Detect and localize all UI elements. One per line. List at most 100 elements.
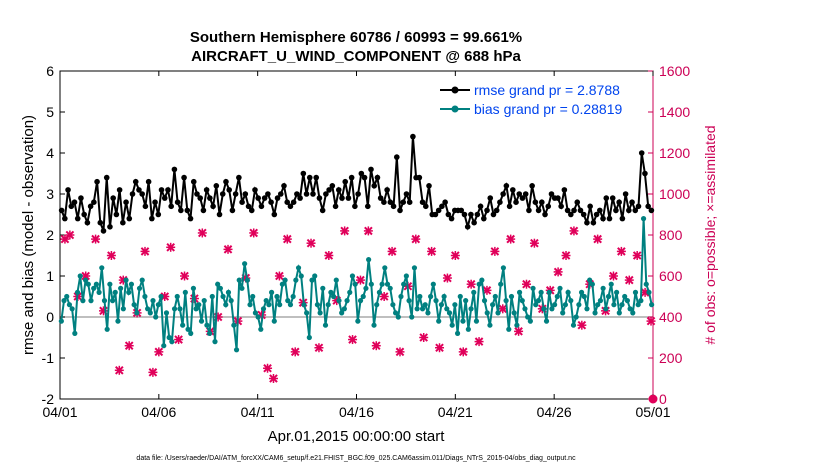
bias-point <box>134 310 140 316</box>
bias-point <box>93 281 99 287</box>
y-right-tick-label: 1200 <box>659 145 690 161</box>
rmse-point <box>194 191 200 197</box>
bias-point <box>646 289 652 295</box>
bias-point <box>624 298 630 304</box>
rmse-point <box>136 187 142 193</box>
rmse-point <box>203 187 210 193</box>
rmse-point <box>609 195 616 201</box>
bias-point <box>304 310 310 316</box>
rmse-point <box>252 187 258 193</box>
bias-point <box>83 277 89 283</box>
rmse-point <box>84 219 91 226</box>
obs-assimilated-marker <box>197 228 207 238</box>
bias-point <box>562 302 568 308</box>
bias-point <box>88 298 94 304</box>
rmse-point <box>468 211 474 218</box>
bias-point <box>538 289 544 295</box>
bias-point <box>608 281 614 287</box>
rmse-point <box>539 199 545 205</box>
rmse-point <box>126 215 133 222</box>
obs-assimilated-marker <box>348 335 358 345</box>
rmse-point <box>406 199 413 205</box>
obs-assimilated-marker <box>114 365 124 375</box>
rmse-point <box>506 203 513 210</box>
rmse-point <box>239 199 245 205</box>
rmse-point <box>513 199 519 205</box>
bias-point <box>392 310 399 316</box>
bias-point <box>419 306 426 312</box>
rmse-point <box>323 191 329 197</box>
rmse-point <box>120 219 126 226</box>
rmse-point <box>313 174 320 181</box>
rmse-point <box>464 224 471 230</box>
bias-point <box>597 298 604 304</box>
rmse-point <box>426 183 432 189</box>
bias-point <box>231 322 237 328</box>
rmse-point <box>361 174 368 181</box>
bias-point <box>61 298 67 304</box>
bias-point <box>454 330 461 336</box>
rmse-point <box>261 195 268 201</box>
bias-point <box>317 310 323 316</box>
bias-point <box>174 293 180 300</box>
bias-point <box>145 306 151 312</box>
rmse-point <box>345 195 352 201</box>
rmse-point <box>132 178 139 185</box>
obs-assimilated-marker <box>314 343 324 353</box>
rmse-point <box>190 178 197 185</box>
rmse-point <box>471 219 477 226</box>
plot-frame <box>59 70 654 400</box>
rmse-point <box>564 207 571 214</box>
obs-assimilated-marker <box>363 226 373 236</box>
y-right-tick-label: 1400 <box>659 104 690 120</box>
obs-assimilated-marker <box>593 234 603 244</box>
bias-point <box>153 314 159 320</box>
rmse-point <box>532 199 539 205</box>
rmse-point <box>290 199 297 205</box>
rmse-point <box>71 199 78 205</box>
x-tick-label: 04/26 <box>537 404 572 420</box>
rmse-point <box>178 207 184 214</box>
bias-point <box>503 298 509 304</box>
bias-point <box>592 310 598 316</box>
rmse-point <box>155 211 162 218</box>
bias-point <box>182 289 188 295</box>
bias-point <box>69 306 75 312</box>
rmse-point <box>481 215 487 222</box>
obs-assimilated-marker <box>561 251 571 260</box>
bias-point <box>255 314 261 320</box>
rmse-point <box>419 199 426 205</box>
x-tick-label: 04/16 <box>339 404 374 420</box>
bias-point <box>268 289 275 295</box>
rmse-point <box>574 199 581 205</box>
bias-point <box>357 298 364 304</box>
rmse-point <box>74 215 81 222</box>
y-right-tick-label: 400 <box>659 309 683 325</box>
bias-point <box>112 289 118 295</box>
bias-point <box>622 293 628 300</box>
rmse-point <box>626 207 632 214</box>
rmse-point <box>384 187 390 193</box>
bias-point <box>490 302 496 308</box>
bias-point <box>128 281 135 287</box>
obs-assimilated-marker <box>458 347 468 357</box>
obs-possible-marker <box>648 394 658 404</box>
bias-point <box>452 302 458 308</box>
y-right-tick-label: 0 <box>659 391 667 407</box>
bias-point <box>627 306 633 312</box>
rmse-point <box>422 203 429 210</box>
obs-assimilated-marker <box>160 292 170 301</box>
obs-assimilated-marker <box>616 246 626 256</box>
bias-point <box>228 298 234 304</box>
bias-point <box>196 302 202 308</box>
bias-point <box>322 322 329 328</box>
rmse-point <box>529 183 535 189</box>
bias-point <box>188 330 194 336</box>
bias-point <box>479 277 485 283</box>
rmse-point <box>168 203 174 210</box>
rmse-point <box>645 203 651 210</box>
legend-rmse-label: rmse grand pr = 2.8788 <box>474 82 620 98</box>
data-file-footer: data file: /Users/raeder/DAI/ATM_forcXX/… <box>136 455 576 462</box>
bias-point <box>242 261 248 267</box>
bias-point <box>603 306 609 312</box>
